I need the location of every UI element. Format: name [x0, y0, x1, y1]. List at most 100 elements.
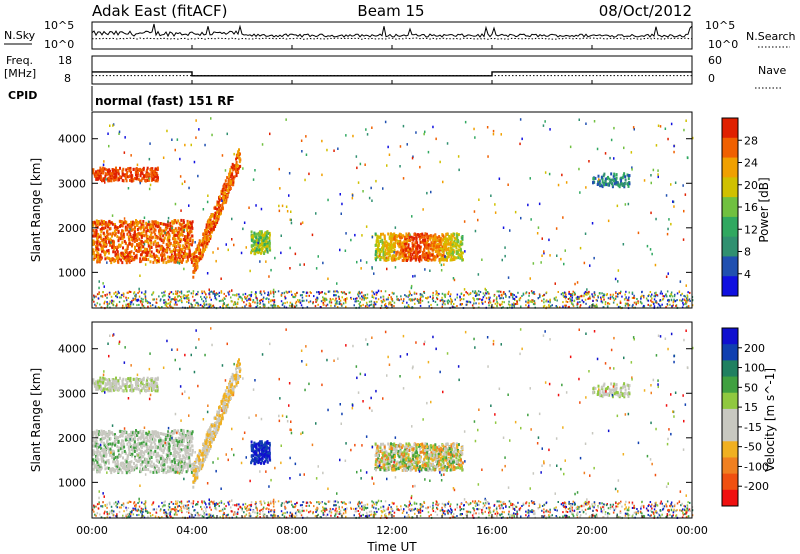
- power-echo: [420, 240, 423, 244]
- power-echo: [358, 303, 360, 305]
- power-echo: [368, 196, 371, 200]
- power-echo: [209, 296, 211, 299]
- power-echo: [620, 176, 623, 180]
- power-echo: [111, 239, 114, 243]
- power-echo: [433, 258, 436, 262]
- power-echo: [324, 292, 326, 295]
- power-echo: [177, 290, 179, 293]
- power-echo: [432, 300, 435, 302]
- power-echo: [158, 231, 161, 235]
- power-echo: [96, 260, 99, 264]
- power-echo: [401, 235, 403, 239]
- power-echo: [148, 223, 151, 227]
- power-echo: [116, 292, 119, 295]
- power-echo: [385, 240, 388, 244]
- power-echo: [225, 305, 228, 308]
- power-echo: [418, 298, 420, 301]
- power-echo: [570, 294, 572, 296]
- power-echo: [107, 232, 110, 236]
- power-echo: [555, 227, 558, 230]
- power-echo: [237, 166, 240, 170]
- power-echo: [413, 291, 416, 294]
- power-echo: [202, 232, 205, 236]
- velocity-echo: [138, 455, 141, 459]
- power-echo: [204, 143, 206, 147]
- power-echo: [513, 294, 515, 297]
- power-echo: [621, 176, 624, 180]
- velocity-echo: [173, 438, 176, 442]
- power-echo: [668, 299, 670, 302]
- power-echo: [268, 298, 270, 301]
- power-echo: [122, 246, 124, 250]
- power-echo: [291, 293, 293, 296]
- power-echo: [530, 290, 533, 293]
- power-echo: [202, 306, 205, 308]
- power-echo: [500, 290, 502, 293]
- power-echo: [165, 261, 168, 265]
- power-echo: [161, 222, 164, 226]
- power-echo: [296, 291, 298, 294]
- power-echo: [128, 256, 131, 260]
- power-echo: [188, 233, 191, 237]
- power-echo: [190, 292, 193, 295]
- power-echo: [165, 302, 168, 305]
- power-echo: [617, 269, 620, 272]
- power-echo: [98, 242, 101, 246]
- power-echo: [569, 145, 572, 149]
- power-echo: [100, 171, 103, 175]
- power-echo: [659, 305, 662, 307]
- power-echo: [121, 294, 123, 296]
- power-echo: [149, 183, 152, 187]
- power-echo: [126, 171, 129, 174]
- power-echo: [182, 258, 184, 262]
- velocity-echo: [112, 454, 115, 458]
- power-echo: [184, 180, 186, 183]
- power-echo: [342, 302, 345, 305]
- power-echo: [448, 237, 451, 240]
- power-echo: [515, 303, 517, 305]
- power-echo: [181, 233, 184, 237]
- power-echo: [433, 255, 436, 259]
- power-echo: [679, 299, 681, 302]
- power-echo: [224, 188, 227, 192]
- power-echo: [616, 204, 619, 208]
- power-echo: [423, 292, 426, 294]
- power-echo: [669, 303, 671, 306]
- velocity-echo: [162, 444, 165, 448]
- power-echo: [144, 179, 147, 183]
- power-echo: [95, 295, 97, 298]
- power-echo: [124, 258, 127, 262]
- power-echo: [366, 133, 369, 136]
- power-echo: [374, 232, 377, 236]
- power-echo: [193, 252, 196, 255]
- power-echo: [194, 258, 197, 262]
- power-echo: [211, 214, 214, 218]
- power-echo: [284, 297, 287, 300]
- power-echo: [135, 299, 137, 302]
- power-echo: [532, 291, 535, 294]
- power-echo: [327, 290, 330, 293]
- power-echo: [416, 253, 419, 257]
- power-echo: [433, 241, 436, 244]
- power-echo: [384, 302, 387, 305]
- power-echo: [221, 154, 224, 157]
- power-echo: [145, 258, 148, 261]
- power-echo: [627, 302, 629, 305]
- power-echo: [155, 224, 157, 228]
- power-echo: [142, 301, 144, 303]
- power-echo: [425, 297, 427, 299]
- power-echo: [185, 260, 188, 264]
- power-echo: [409, 258, 412, 262]
- power-echo: [135, 168, 138, 172]
- power-echo: [182, 295, 185, 298]
- power-echo: [205, 297, 207, 300]
- power-echo: [164, 257, 167, 261]
- power-echo: [280, 293, 283, 296]
- power-echo: [370, 186, 372, 190]
- power-echo: [98, 175, 101, 178]
- power-echo: [578, 296, 580, 299]
- power-echo: [236, 154, 239, 158]
- power-echo: [383, 258, 386, 262]
- power-echo: [171, 138, 173, 141]
- power-echo: [393, 248, 396, 252]
